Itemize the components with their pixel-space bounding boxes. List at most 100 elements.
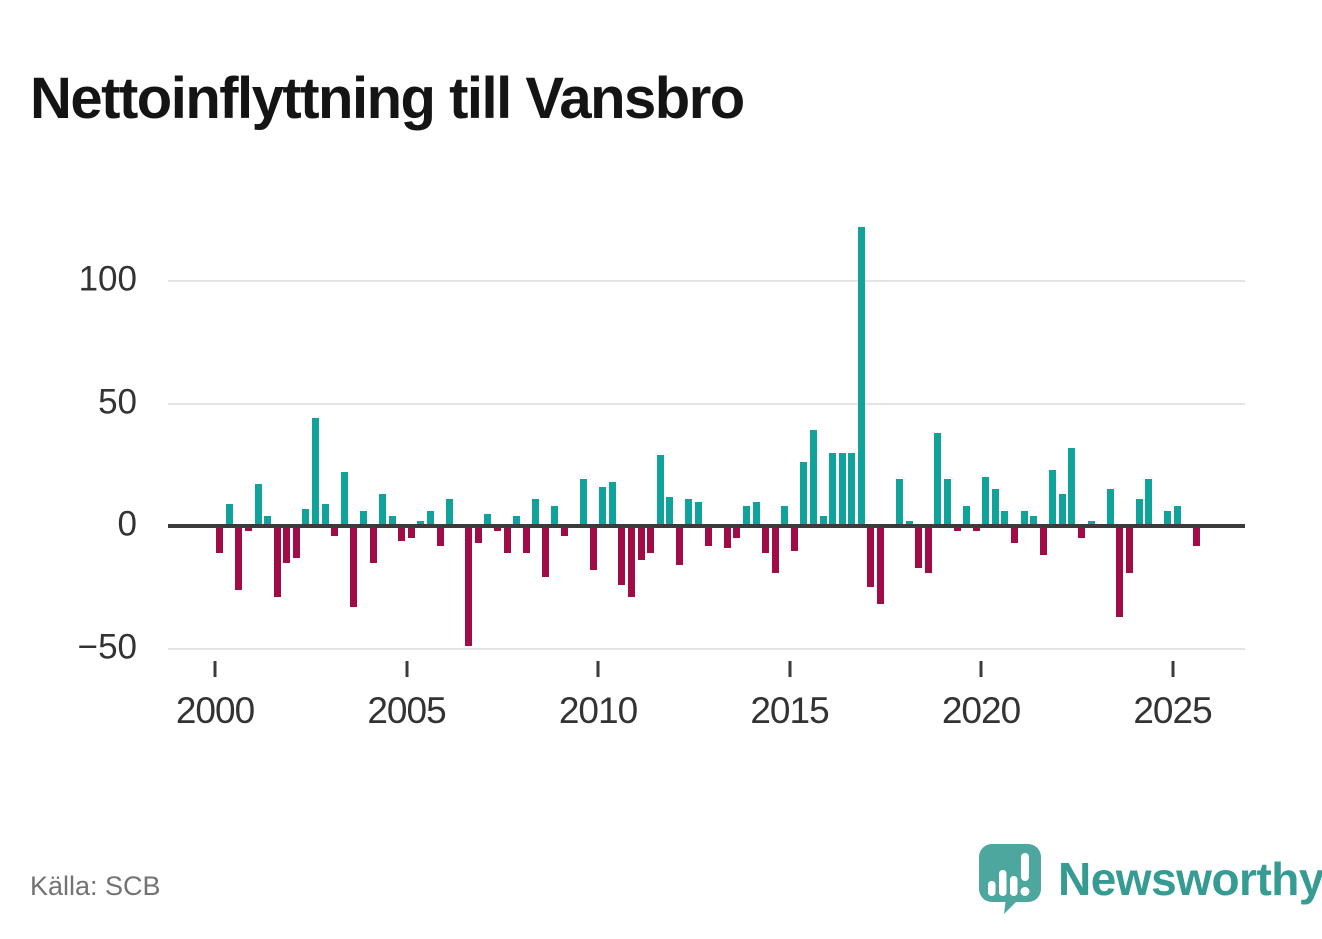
x-tick-label-2025: 2025 [1133, 690, 1212, 731]
bar-2004-q3 [388, 516, 396, 526]
bar-2011-q1 [637, 526, 645, 561]
bar-2014-q3 [771, 526, 779, 573]
bar-2023-q2 [1106, 489, 1114, 526]
bar-2008-q3 [541, 526, 549, 578]
bar-2005-q4 [436, 526, 444, 546]
bar-2008-q1 [522, 526, 530, 553]
bar-2016-q3 [848, 452, 856, 526]
bar-2000-q4 [245, 526, 253, 531]
bar-2008-q2 [532, 499, 540, 526]
y-tick-label-100: 100 [78, 259, 137, 299]
bar-2001-q4 [283, 526, 291, 563]
bar-2001-q1 [254, 484, 262, 526]
bar-2021-q3 [1039, 526, 1047, 556]
bar-2009-q3 [580, 479, 588, 526]
bar-2006-q1 [446, 499, 454, 526]
bar-2012-q3 [695, 501, 703, 526]
bar-2013-q2 [723, 526, 731, 549]
bar-2019-q2 [953, 526, 961, 531]
bar-2015-q1 [790, 526, 798, 551]
bar-2021-q4 [1049, 469, 1057, 526]
bar-2011-q4 [666, 496, 674, 526]
newsworthy-logo: Newsworthy [978, 843, 1322, 915]
bar-2007-q4 [513, 516, 521, 526]
bar-2010-q4 [628, 526, 636, 598]
bar-2014-q4 [781, 506, 789, 526]
bar-2005-q1 [407, 526, 415, 539]
bar-2003-q4 [359, 511, 367, 526]
logo-exclamation-dot [1020, 887, 1030, 896]
y-tick-label-50: 50 [98, 381, 137, 421]
page-title: Nettoinflyttning till Vansbro [30, 65, 745, 131]
bar-2006-q4 [474, 526, 482, 544]
bar-2022-q4 [1087, 521, 1095, 526]
bar-2010-q1 [599, 486, 607, 526]
bar-2020-q3 [1001, 511, 1009, 526]
bar-2017-q4 [896, 479, 904, 526]
bar-2022-q1 [1058, 494, 1066, 526]
bar-2023-q3 [1116, 526, 1124, 617]
bar-2000-q2 [225, 503, 233, 526]
bar-2017-q2 [876, 526, 884, 605]
bar-2015-q2 [800, 462, 808, 526]
gridline-100 [168, 280, 1245, 282]
bar-2001-q2 [264, 516, 272, 526]
bar-2022-q3 [1078, 526, 1086, 539]
bar-2011-q3 [656, 454, 664, 526]
bar-2019-q3 [963, 506, 971, 526]
x-tick-mark-2025 [1171, 661, 1174, 677]
bar-2018-q2 [915, 526, 923, 568]
gridline-50 [168, 402, 1245, 405]
x-tick-label-2015: 2015 [750, 690, 829, 731]
bar-2005-q2 [417, 521, 425, 526]
bar-2010-q3 [618, 526, 626, 585]
logo-bar-medium [1010, 876, 1018, 896]
bar-2020-q2 [991, 489, 999, 526]
bar-2019-q1 [944, 479, 951, 526]
bar-2019-q4 [972, 526, 980, 531]
source-note: Källa: SCB [30, 871, 161, 901]
bar-2012-q4 [704, 526, 712, 546]
x-tick-label-2005: 2005 [367, 690, 446, 731]
bar-2024-q1 [1135, 499, 1143, 526]
x-tick-label-2020: 2020 [941, 690, 1021, 731]
bar-2020-q1 [982, 477, 990, 526]
bar-2012-q2 [685, 499, 693, 526]
bar-2009-q4 [589, 526, 597, 571]
bar-2002-q2 [302, 508, 310, 526]
bar-2004-q1 [369, 526, 377, 563]
bar-2017-q1 [867, 526, 875, 588]
x-tick-mark-2015 [788, 661, 791, 677]
y-tick-label-0: 0 [117, 504, 137, 544]
bar-2000-q3 [235, 526, 243, 590]
bar-2005-q3 [426, 511, 434, 526]
bar-2002-q1 [292, 526, 300, 558]
bar-2007-q1 [484, 513, 492, 526]
bar-2004-q4 [398, 526, 406, 541]
bar-2022-q2 [1068, 447, 1076, 526]
bar-2025-q3 [1192, 526, 1200, 546]
bar-2016-q4 [857, 227, 865, 526]
bar-2014-q1 [752, 501, 760, 526]
bar-2025-q1 [1173, 506, 1181, 526]
bar-2021-q1 [1020, 511, 1028, 526]
bar-2018-q3 [924, 526, 932, 573]
bar-2011-q2 [647, 526, 655, 553]
bar-2015-q3 [809, 430, 817, 526]
bar-2012-q1 [675, 526, 683, 566]
bar-2014-q2 [762, 526, 770, 553]
x-tick-mark-2020 [979, 661, 983, 677]
bar-2024-q2 [1145, 479, 1153, 526]
bar-2013-q4 [742, 506, 750, 526]
x-axis-zero-line [168, 524, 1245, 528]
bar-2008-q4 [551, 506, 559, 526]
gridline--50 [168, 647, 1245, 650]
bar-2001-q3 [273, 526, 281, 598]
logo-exclamation-bar [1021, 853, 1029, 881]
bar-2016-q2 [838, 452, 846, 526]
bar-2024-q4 [1164, 511, 1172, 526]
y-tick-label--50: −50 [77, 626, 137, 666]
bar-2002-q3 [312, 418, 320, 526]
bar-2002-q4 [321, 503, 329, 526]
bar-2003-q3 [350, 526, 358, 607]
